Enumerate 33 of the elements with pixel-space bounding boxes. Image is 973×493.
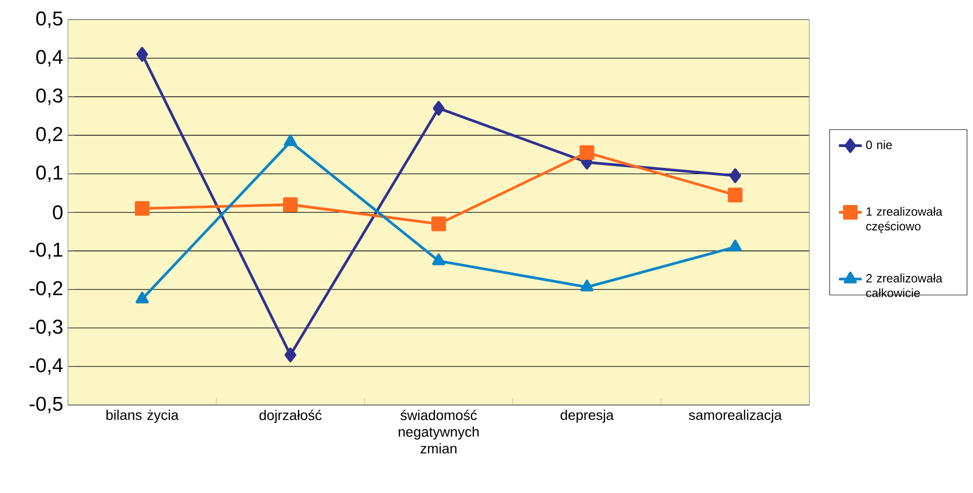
point [728,240,742,252]
y-tick-label: -0,4 [30,358,63,375]
legend-label: 1 zrealizowała częściowo [866,206,942,233]
point [729,168,742,184]
point [728,188,743,202]
legend-label: 0 nie [866,140,892,150]
y-tick-label: -0,3 [30,320,62,336]
y-tick-label: 0,4 [36,50,63,66]
point [136,47,148,62]
point [432,254,446,266]
point [136,292,149,304]
x-tick-label: depresja [560,410,614,423]
point [284,348,296,362]
y-tick-label: 0,5 [36,11,62,28]
point [283,197,298,212]
y-tick-label: -0,2 [30,281,62,298]
point [432,100,445,116]
x-tick-label: bilans życia [106,410,179,423]
point [284,134,297,146]
legend-label: 2 zrealizowała całkowicie [866,274,942,298]
y-tick-label: 0,1 [36,166,62,182]
x-tick-label: samorealizacja [688,410,782,423]
point [580,280,594,292]
x-tick-label: dojrzałość [259,410,322,423]
y-tick-label: 0,2 [36,126,62,144]
point [431,216,446,232]
point [580,145,594,160]
x-tick-label: świadomość negatywnych zmian [398,410,479,454]
y-tick-label: -0,5 [30,396,62,414]
y-tick-label: -0,1 [30,242,62,260]
y-tick-label: 0 [52,205,62,220]
point [134,201,150,216]
y-tick-label: 0,3 [36,88,62,105]
